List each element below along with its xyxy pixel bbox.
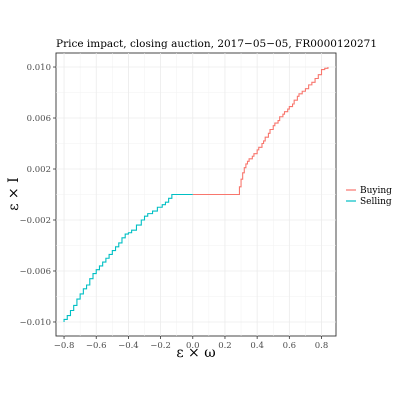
y-tick-label: 0.006 — [27, 114, 51, 124]
y-tick-label: 0.002 — [27, 165, 51, 175]
x-tick-label: −0.2 — [150, 341, 171, 351]
x-tick-label: 0.6 — [283, 341, 297, 351]
x-tick-label: −0.8 — [54, 341, 75, 351]
x-axis-label: ε × ω — [176, 345, 215, 361]
x-tick-label: 0.0 — [186, 341, 200, 351]
axis-ticks: −0.8 −0.6 −0.4 −0.2 0.0 0.2 0.4 0.6 0.8 −0.010 −0.… — [20, 63, 329, 351]
series-line-selling — [63, 193, 193, 322]
chart-title: Price impact, closing auction, 2017−05−0… — [56, 38, 377, 50]
series-line-buying — [192, 67, 329, 196]
x-tick-label: −0.6 — [86, 341, 107, 351]
y-tick-label: 0.010 — [27, 63, 51, 73]
x-tick-label: 0.8 — [315, 341, 329, 351]
series-lines — [63, 67, 329, 322]
y-tick-label: −0.010 — [20, 318, 51, 328]
legend-label-selling: Selling — [360, 197, 392, 207]
y-axis-label: ε × I — [6, 177, 22, 210]
y-tick-label: −0.002 — [20, 216, 51, 226]
legend-label-buying: Buying — [360, 186, 392, 196]
y-tick-label: −0.006 — [20, 267, 51, 277]
x-tick-label: 0.4 — [250, 341, 264, 351]
x-tick-label: 0.2 — [218, 341, 232, 351]
x-tick-label: −0.4 — [118, 341, 139, 351]
